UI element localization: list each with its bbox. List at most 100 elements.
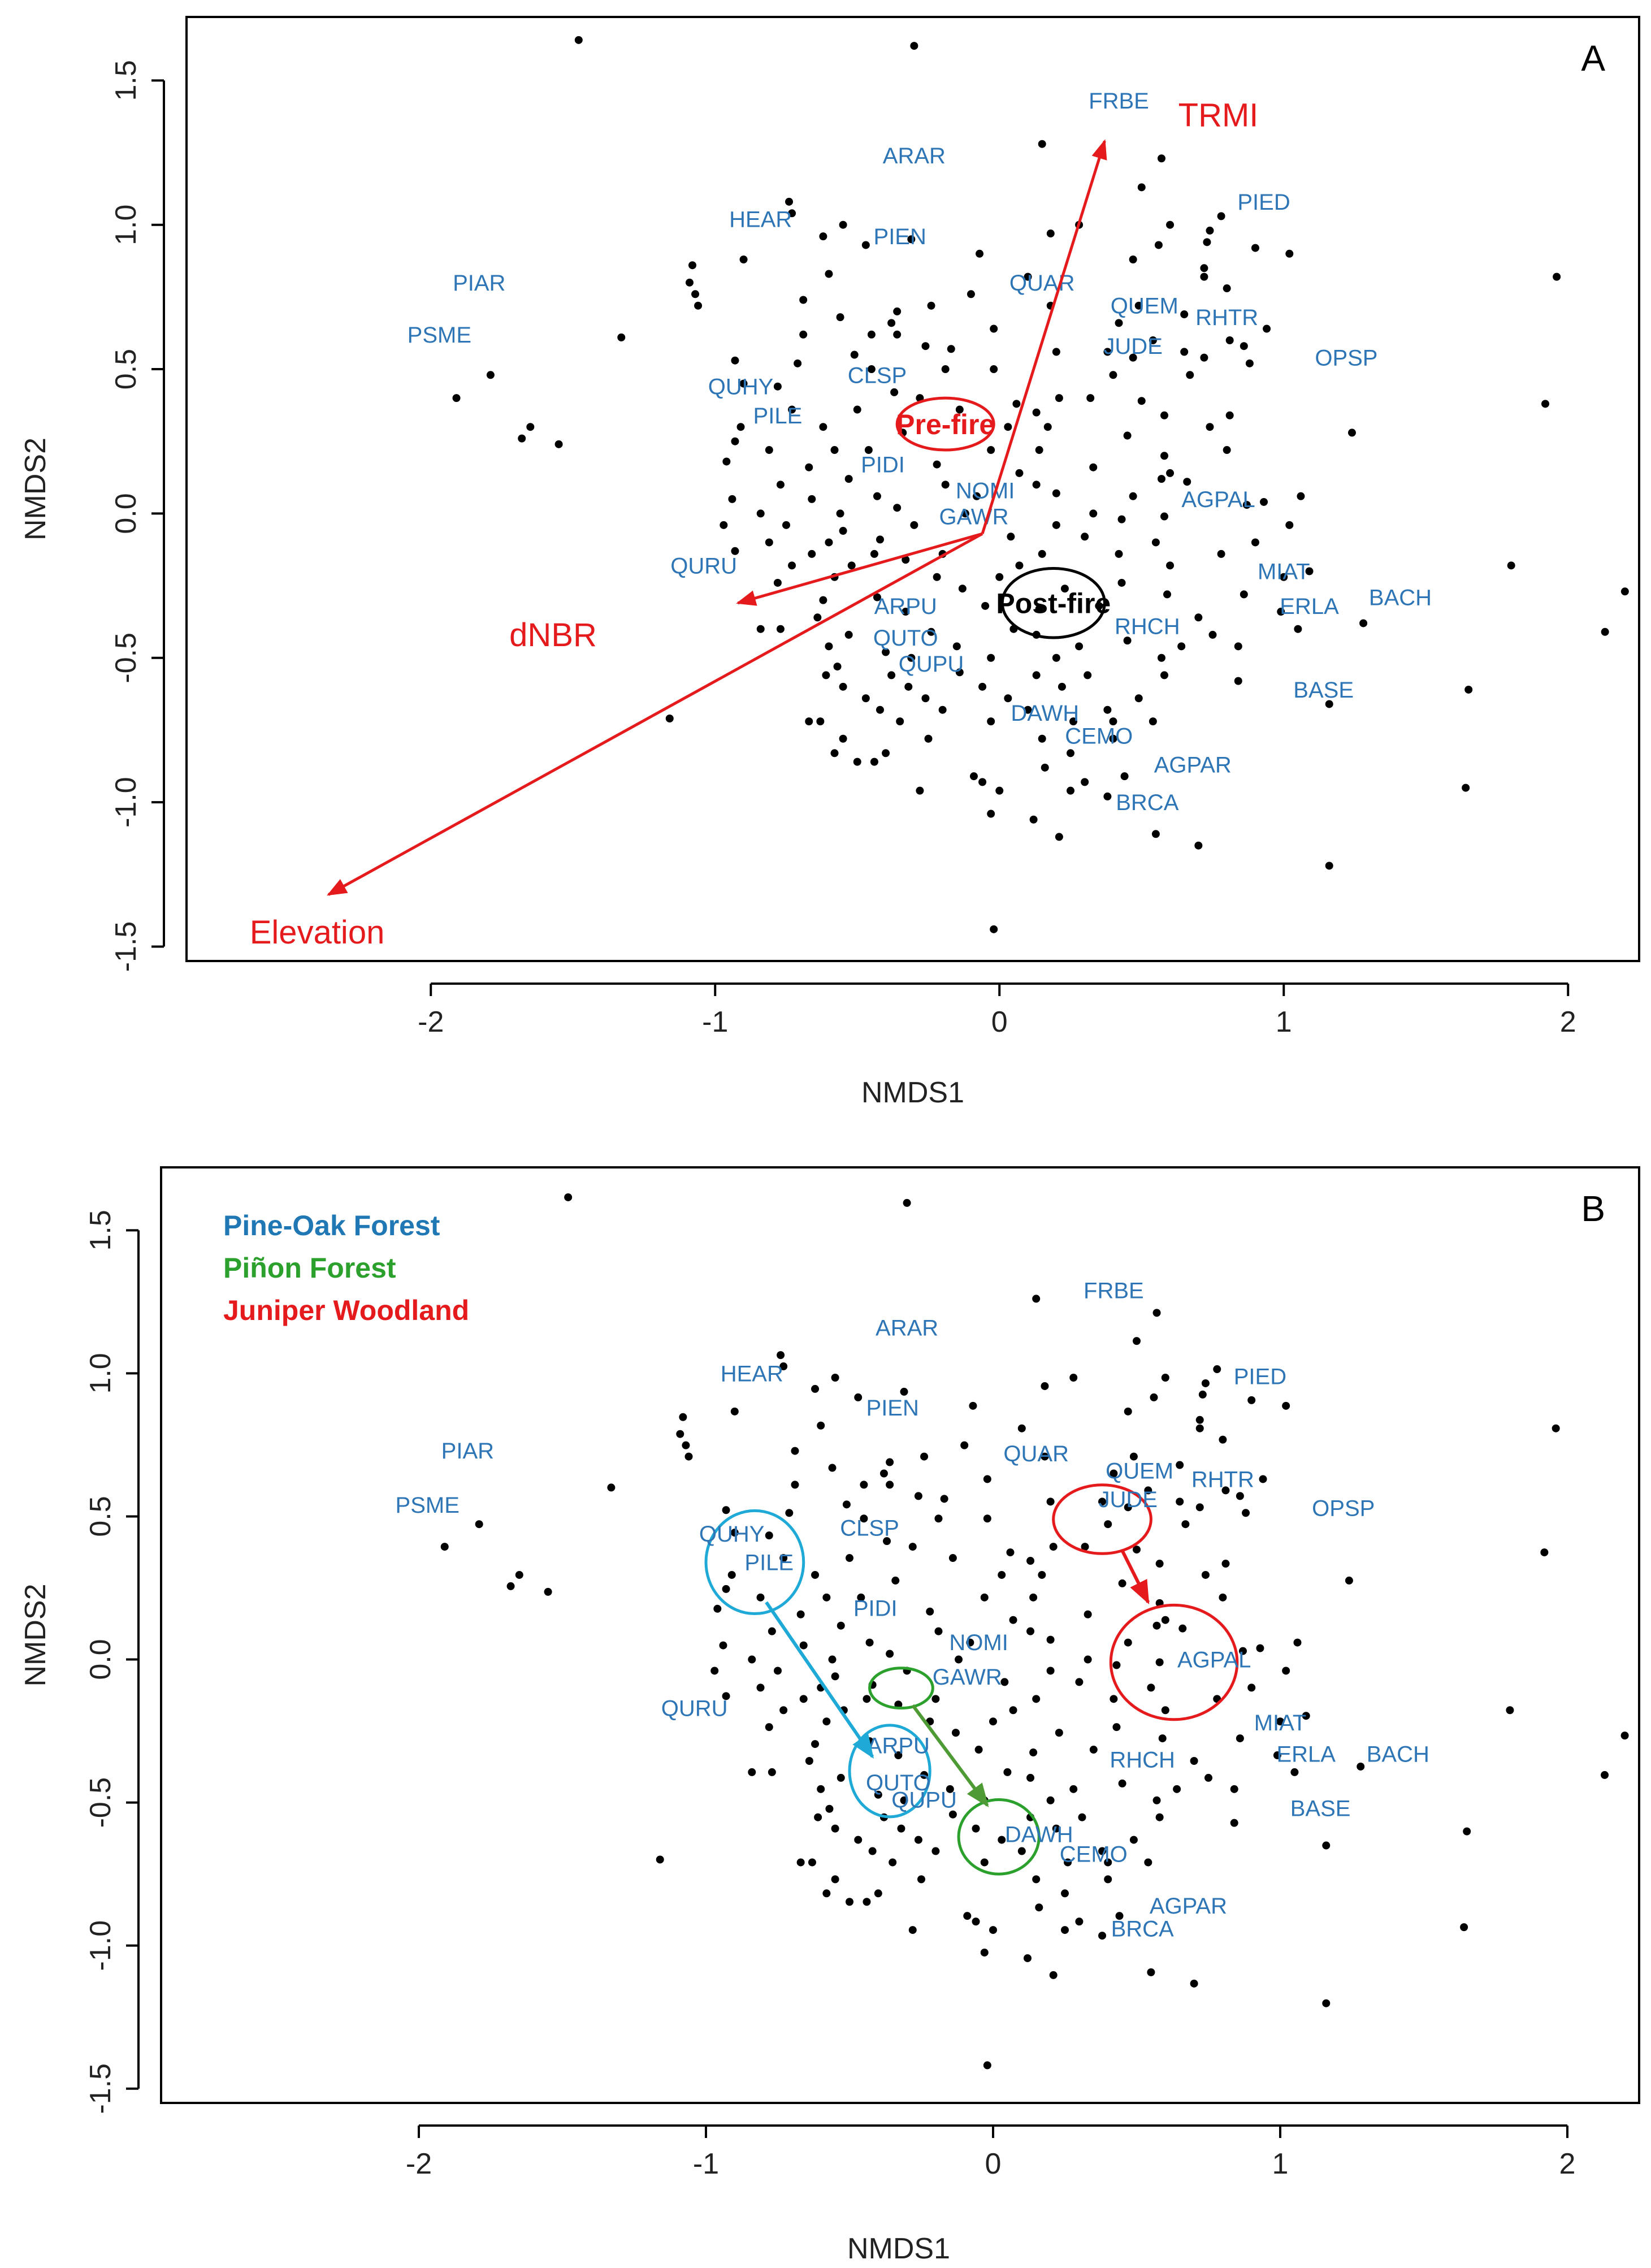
- data-point: [926, 1607, 934, 1616]
- species-label: AGPAL: [1177, 1648, 1251, 1673]
- data-point: [879, 1469, 888, 1478]
- data-point: [1052, 521, 1060, 529]
- species-label: QUTO: [873, 626, 938, 651]
- data-point: [1015, 469, 1024, 477]
- species-label: QURU: [661, 1696, 728, 1721]
- data-point: [722, 457, 731, 466]
- data-point: [990, 925, 998, 933]
- data-point: [995, 573, 1004, 581]
- species-label: QUEM: [1106, 1458, 1173, 1483]
- data-point: [1285, 249, 1294, 258]
- data-point: [1035, 1903, 1043, 1912]
- data-point: [1601, 627, 1609, 636]
- data-point: [1147, 1968, 1155, 1976]
- data-point: [1058, 682, 1066, 691]
- data-point: [685, 278, 694, 287]
- data-point: [665, 715, 674, 723]
- data-point: [1149, 336, 1157, 344]
- data-point: [1137, 397, 1146, 405]
- data-point: [1552, 1424, 1560, 1432]
- species-label: JUDE: [1099, 1487, 1158, 1512]
- data-point: [728, 495, 736, 503]
- data-point: [1464, 685, 1473, 694]
- data-point: [1166, 220, 1175, 229]
- data-point: [1221, 1560, 1230, 1568]
- data-point: [1081, 778, 1089, 786]
- data-point: [1325, 862, 1333, 870]
- data-point: [1181, 1520, 1190, 1529]
- data-point: [955, 1655, 963, 1664]
- data-point: [947, 345, 955, 353]
- data-point: [1151, 538, 1160, 547]
- species-label: MIAT: [1258, 560, 1310, 585]
- data-point: [1069, 1373, 1078, 1382]
- data-point: [756, 1593, 765, 1602]
- group-ellipse: [848, 1724, 931, 1819]
- data-point: [955, 668, 964, 677]
- data-point: [941, 481, 950, 489]
- y-tick-label: 1.5: [84, 1210, 117, 1250]
- data-point: [688, 261, 697, 270]
- data-point: [1620, 1732, 1629, 1740]
- shift-arrow: [765, 1601, 874, 1759]
- data-point: [656, 1855, 664, 1864]
- data-point: [1043, 423, 1052, 431]
- data-point: [1217, 212, 1225, 220]
- data-point: [1046, 1635, 1055, 1644]
- data-point: [1004, 423, 1012, 431]
- data-point: [854, 1836, 863, 1844]
- data-point: [1620, 587, 1629, 596]
- data-point: [794, 359, 802, 367]
- data-point: [799, 330, 808, 339]
- plot-frame: [160, 1166, 1640, 2104]
- data-point: [846, 1554, 853, 1563]
- group-ellipse: [868, 1667, 934, 1710]
- data-point: [1147, 1683, 1155, 1692]
- data-point: [1112, 1723, 1121, 1732]
- data-point: [894, 1751, 903, 1760]
- data-point: [1263, 324, 1271, 333]
- data-point: [958, 585, 967, 593]
- data-point: [853, 405, 861, 414]
- data-point: [914, 1836, 922, 1844]
- data-point: [679, 1413, 687, 1421]
- y-tick-label: -0.5: [110, 633, 142, 683]
- data-point: [830, 749, 839, 758]
- species-label: PSME: [396, 1493, 460, 1518]
- data-point: [1055, 394, 1063, 402]
- data-point: [1294, 625, 1302, 633]
- data-point: [1260, 497, 1268, 506]
- data-point: [1006, 1548, 1015, 1557]
- data-point: [917, 1875, 925, 1884]
- data-point: [847, 561, 856, 570]
- species-label: ARAR: [876, 1315, 938, 1340]
- data-point: [1123, 637, 1132, 645]
- data-point: [934, 1514, 943, 1523]
- species-label: AGPAR: [1154, 753, 1232, 778]
- data-point: [1166, 469, 1175, 477]
- y-tick-label: -1.5: [84, 2063, 117, 2114]
- data-point: [1540, 1548, 1549, 1557]
- data-point: [1157, 154, 1165, 163]
- y-tick-label: 0.5: [84, 1496, 117, 1536]
- data-point: [857, 1593, 865, 1602]
- data-point: [1158, 1734, 1167, 1743]
- data-point: [1123, 431, 1132, 440]
- data-point: [889, 1858, 897, 1867]
- data-point: [863, 1695, 871, 1703]
- data-point: [933, 460, 941, 469]
- data-point: [1115, 319, 1123, 327]
- data-point: [730, 1407, 739, 1416]
- data-point: [980, 1858, 989, 1867]
- data-point: [1023, 1954, 1032, 1962]
- data-point: [1026, 1557, 1035, 1565]
- data-point: [1103, 348, 1112, 356]
- y-tick-label: -1.5: [110, 921, 142, 972]
- data-point: [1084, 1655, 1092, 1664]
- species-label: PIDI: [861, 453, 905, 478]
- data-point: [837, 1773, 845, 1782]
- species-label: BASE: [1290, 1797, 1351, 1821]
- data-point: [946, 1785, 954, 1793]
- y-tick-label: 0.0: [84, 1639, 117, 1680]
